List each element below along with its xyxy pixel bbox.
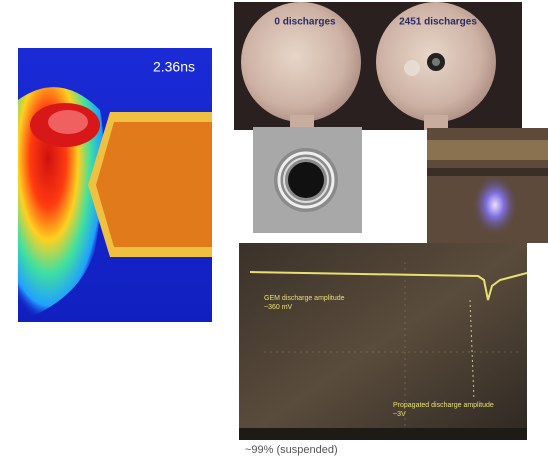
scope-annotation: Propagated discharge amplitude <box>393 402 494 409</box>
scope-annotation: GEM discharge amplitude <box>264 295 345 302</box>
scope-annotation: ~3V <box>393 411 406 418</box>
collage: 2.36ns 0 discharges 2451 discharges <box>0 0 548 459</box>
scope-annotation: ~360 mV <box>264 304 293 311</box>
caption: ~99% (suspended) <box>245 444 338 456</box>
photo-label: 2451 discharges <box>399 17 477 28</box>
photo-label: 0 discharges <box>274 17 336 28</box>
oscilloscope: GEM discharge amplitude ~360 mV Propagat… <box>239 243 527 440</box>
electrode-photo: 0 discharges 2451 discharges <box>234 2 522 130</box>
glow-photo <box>427 128 548 243</box>
time-label: 2.36ns <box>153 59 195 75</box>
simulation-panel: 2.36ns <box>18 48 212 322</box>
sem-image <box>253 127 362 233</box>
page: 2.36ns 0 discharges 2451 discharges <box>0 0 548 459</box>
